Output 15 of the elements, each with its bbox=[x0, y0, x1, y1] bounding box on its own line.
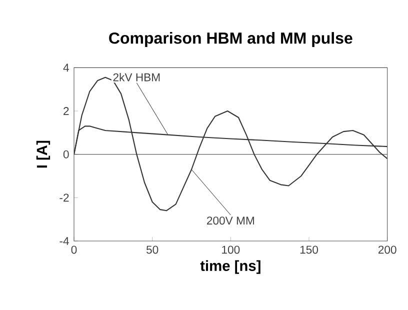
text: 2kV HBM bbox=[113, 73, 160, 82]
x-tick-label: 100 bbox=[222, 246, 240, 254]
x-tick-label: 150 bbox=[300, 246, 318, 254]
y-tick-label: -2 bbox=[60, 194, 69, 202]
x-tick-label: 200 bbox=[378, 246, 396, 254]
x-tick-label: 50 bbox=[146, 246, 158, 254]
x-tick-label: 0 bbox=[71, 246, 77, 254]
x-axis-title: time [ns] bbox=[200, 260, 260, 274]
y-tick-label: 4 bbox=[63, 64, 69, 72]
y-axis-title: I [A] bbox=[36, 140, 50, 168]
y-tick-label: -4 bbox=[60, 237, 69, 245]
y-tick-label: 2 bbox=[64, 107, 69, 115]
text: 200V MM bbox=[206, 216, 254, 225]
y-tick-label: 0 bbox=[63, 150, 69, 158]
chart-title: Comparison HBM and MM pulse bbox=[109, 32, 352, 47]
